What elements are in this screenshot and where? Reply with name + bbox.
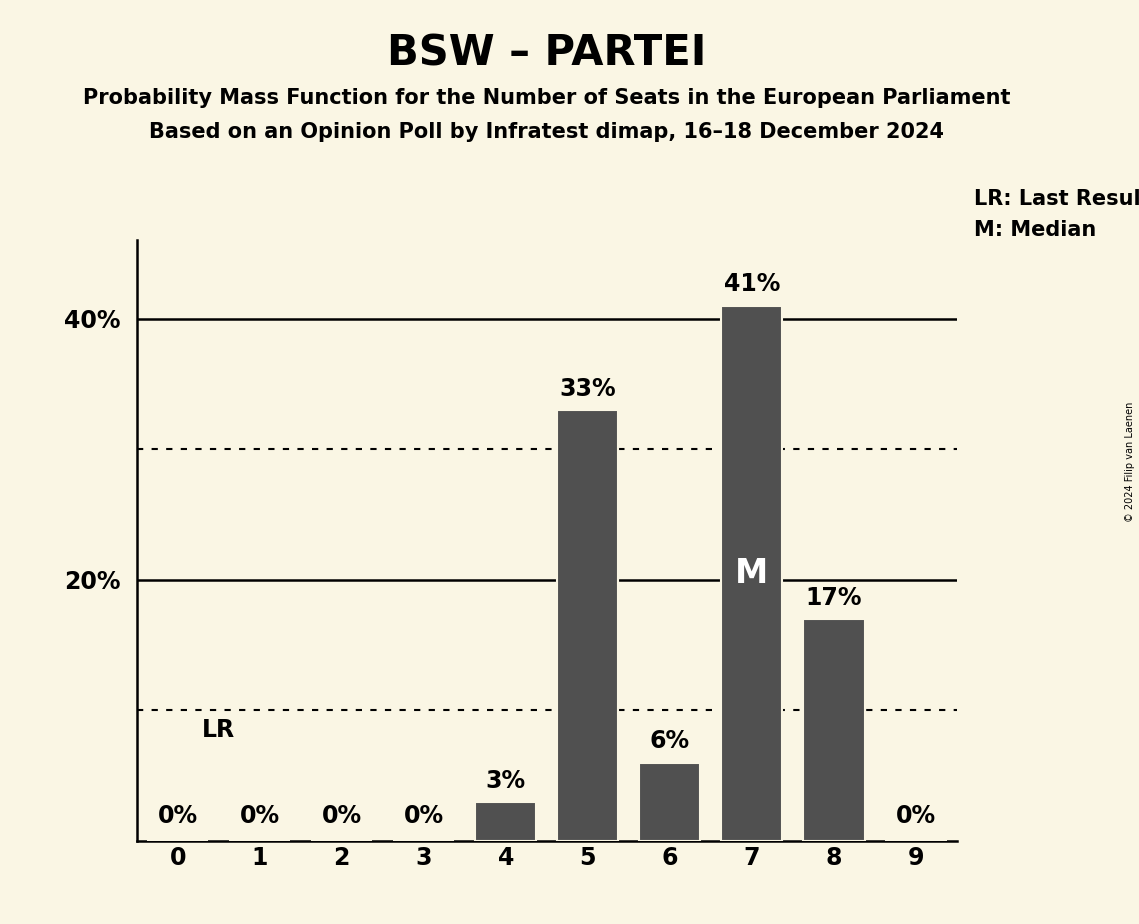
Text: © 2024 Filip van Laenen: © 2024 Filip van Laenen	[1125, 402, 1134, 522]
Bar	[475, 802, 536, 841]
Bar	[557, 410, 618, 841]
Text: Probability Mass Function for the Number of Seats in the European Parliament: Probability Mass Function for the Number…	[83, 88, 1010, 108]
Text: 6%: 6%	[649, 729, 690, 753]
Text: LR: LR	[203, 718, 236, 742]
Text: 0%: 0%	[403, 804, 444, 828]
Bar	[639, 762, 700, 841]
Text: 3%: 3%	[485, 769, 526, 793]
Text: Based on an Opinion Poll by Infratest dimap, 16–18 December 2024: Based on an Opinion Poll by Infratest di…	[149, 122, 944, 142]
Text: 0%: 0%	[157, 804, 198, 828]
Text: 33%: 33%	[559, 377, 616, 401]
Text: LR: Last Result: LR: Last Result	[974, 189, 1139, 210]
Text: M: M	[735, 556, 769, 590]
Text: BSW – PARTEI: BSW – PARTEI	[387, 32, 706, 74]
Bar	[803, 619, 865, 841]
Text: 41%: 41%	[723, 273, 780, 297]
Text: M: Median: M: Median	[974, 220, 1096, 240]
Text: 0%: 0%	[239, 804, 280, 828]
Bar	[721, 306, 782, 841]
Text: 0%: 0%	[895, 804, 936, 828]
Text: 0%: 0%	[321, 804, 362, 828]
Text: 17%: 17%	[805, 586, 862, 610]
